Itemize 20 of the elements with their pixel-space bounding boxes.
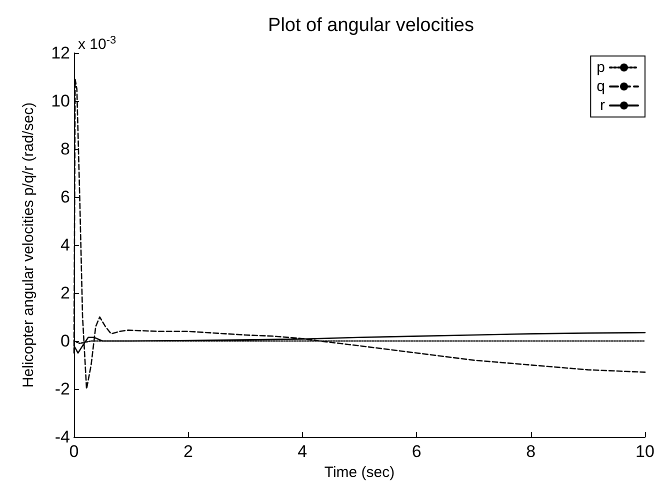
y-tick-label: 6 (60, 188, 70, 206)
y-tick-label: 10 (51, 92, 70, 110)
x-tick-label: 8 (526, 442, 536, 461)
y-tick-label: 12 (51, 44, 70, 62)
x-axis-title: Time (sec) (324, 464, 395, 481)
x-tick-label: 4 (298, 442, 308, 461)
y-tick-label: 0 (60, 332, 70, 350)
y-axis-title: Helicopter angular velocities p/q/r (rad/sec) (20, 102, 37, 388)
x-tick-label: 2 (183, 442, 193, 461)
x-tick-label: 10 (636, 442, 654, 461)
y-tick-label: -4 (54, 428, 70, 446)
y-tick-label: -2 (54, 380, 70, 398)
legend-label: r (600, 97, 605, 114)
x-tick-label: 6 (412, 442, 422, 461)
y-tick-label: 8 (60, 140, 70, 158)
chart-title: Plot of angular velocities (268, 15, 474, 36)
legend-label: p (596, 59, 605, 76)
legend-label: q (596, 78, 605, 95)
y-tick-label: 4 (60, 236, 70, 254)
y-tick-label: 2 (60, 284, 70, 302)
